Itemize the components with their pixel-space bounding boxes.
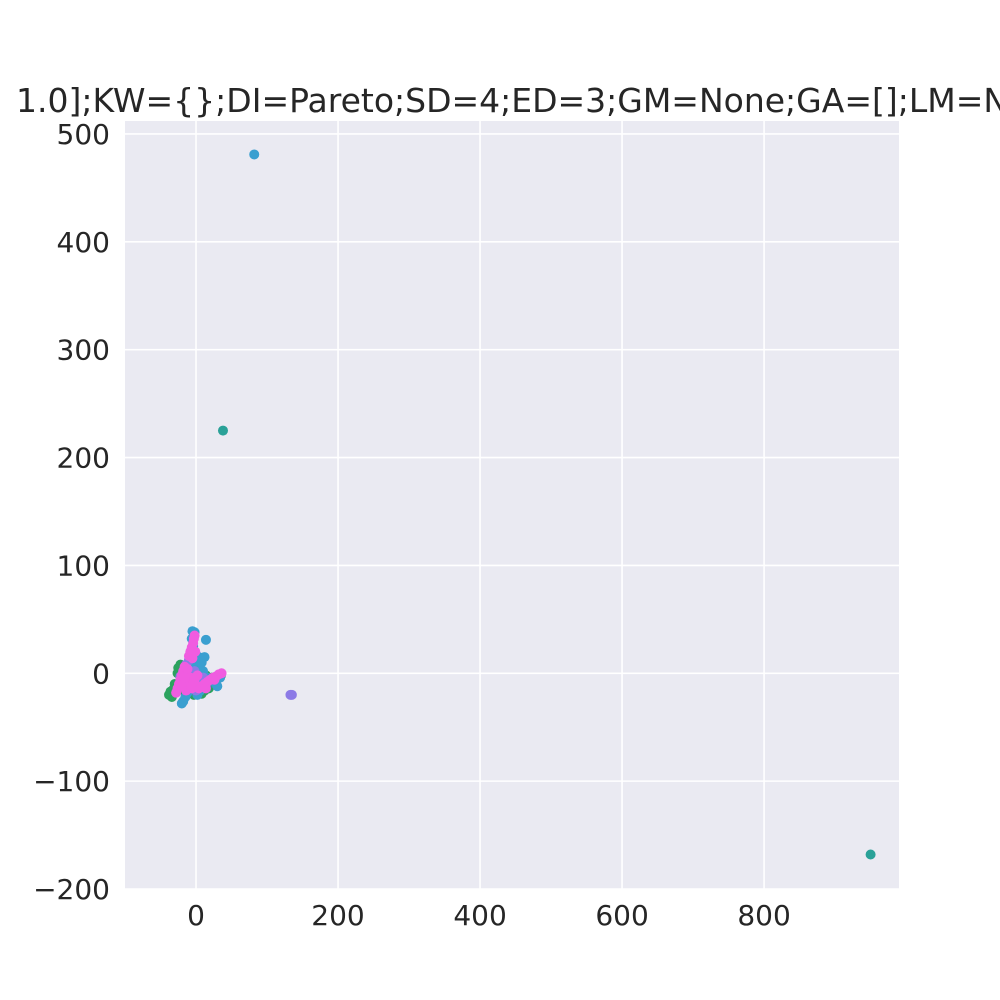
data-point [286, 689, 297, 700]
data-point [179, 672, 190, 683]
y-tick-label: 500 [57, 118, 110, 151]
data-point [200, 634, 211, 645]
chart-title: 1.0];KW={};DI=Pareto;SD=4;ED=3;GM=None;G… [16, 81, 1000, 120]
x-tick-label: 600 [595, 899, 648, 932]
data-point [217, 425, 228, 436]
y-tick-label: 0 [92, 657, 110, 690]
y-tick-label: 200 [57, 442, 110, 475]
data-point [189, 630, 200, 641]
data-point [176, 681, 187, 692]
data-point [182, 663, 193, 674]
x-tick-label: 0 [187, 899, 205, 932]
plot-background [125, 121, 899, 889]
x-tick-label: 400 [453, 899, 506, 932]
y-tick-label: −200 [33, 873, 110, 906]
data-point [865, 849, 876, 860]
y-tick-label: −100 [33, 765, 110, 798]
data-point [199, 652, 210, 663]
data-point [249, 149, 260, 160]
y-tick-label: 100 [57, 549, 110, 582]
y-tick-label: 400 [57, 226, 110, 259]
data-point [190, 646, 201, 657]
data-point [200, 683, 211, 694]
data-point [216, 668, 227, 679]
plot-area: 0 200 400 600 800 −200 −100 0 100 200 300 400 500 [33, 118, 899, 932]
data-point [192, 670, 203, 681]
x-tick-label: 200 [311, 899, 364, 932]
x-tick-label: 800 [737, 899, 790, 932]
data-point [209, 674, 220, 685]
y-tick-label: 300 [57, 334, 110, 367]
